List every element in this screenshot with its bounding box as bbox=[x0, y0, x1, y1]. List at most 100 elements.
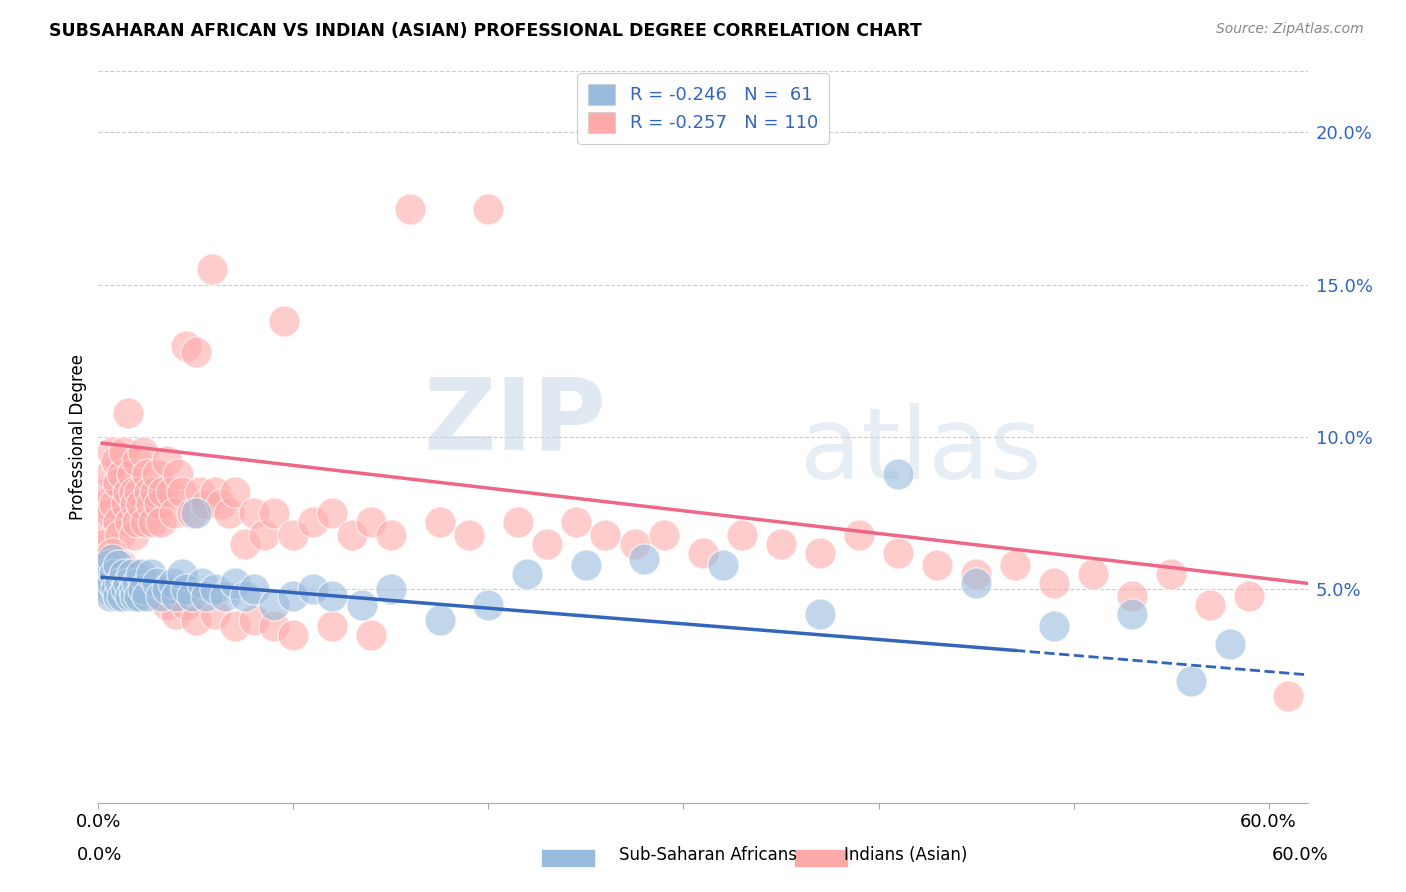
Point bbox=[360, 628, 382, 642]
Point bbox=[101, 546, 124, 560]
Point bbox=[302, 582, 325, 597]
Point bbox=[458, 527, 481, 541]
Point bbox=[97, 558, 120, 573]
Point bbox=[124, 497, 146, 511]
Point bbox=[97, 582, 120, 597]
Point bbox=[204, 485, 226, 500]
Point bbox=[163, 506, 186, 520]
Point bbox=[595, 527, 617, 541]
Point bbox=[162, 576, 184, 591]
Point bbox=[146, 576, 169, 591]
Point bbox=[243, 613, 266, 627]
Point bbox=[107, 475, 129, 490]
Text: atlas: atlas bbox=[800, 403, 1042, 500]
Point bbox=[104, 582, 127, 597]
Point bbox=[139, 497, 162, 511]
Point bbox=[174, 338, 197, 352]
Point bbox=[117, 576, 139, 591]
Point bbox=[204, 607, 226, 621]
Point bbox=[114, 582, 136, 597]
Point bbox=[128, 485, 150, 500]
Point bbox=[98, 467, 121, 481]
Point bbox=[1180, 673, 1202, 688]
Text: Indians (Asian): Indians (Asian) bbox=[844, 846, 967, 863]
Point bbox=[263, 619, 285, 633]
Point bbox=[134, 516, 156, 530]
Point bbox=[184, 506, 207, 520]
Point bbox=[769, 537, 792, 551]
Point bbox=[121, 467, 143, 481]
Point bbox=[263, 506, 285, 520]
Point bbox=[117, 576, 139, 591]
Point bbox=[224, 576, 246, 591]
Point bbox=[118, 589, 141, 603]
Point bbox=[148, 497, 170, 511]
Point bbox=[925, 558, 948, 573]
Point bbox=[146, 589, 169, 603]
Point bbox=[191, 576, 214, 591]
Point bbox=[107, 516, 129, 530]
Point bbox=[128, 589, 150, 603]
Point bbox=[114, 497, 136, 511]
Text: ZIP: ZIP bbox=[423, 374, 606, 471]
Point bbox=[224, 619, 246, 633]
Point bbox=[1121, 607, 1143, 621]
Point bbox=[1004, 558, 1026, 573]
Point bbox=[136, 589, 159, 603]
Point bbox=[506, 516, 529, 530]
Point bbox=[1199, 598, 1222, 612]
Point bbox=[101, 445, 124, 459]
Point bbox=[200, 262, 222, 277]
Point bbox=[204, 582, 226, 597]
Point bbox=[477, 598, 499, 612]
Point bbox=[149, 589, 172, 603]
Point bbox=[112, 567, 135, 582]
Point bbox=[575, 558, 598, 573]
Point bbox=[131, 567, 153, 582]
Point bbox=[93, 537, 115, 551]
Point bbox=[623, 537, 645, 551]
Point bbox=[1160, 567, 1182, 582]
Point bbox=[103, 497, 125, 511]
Point bbox=[124, 589, 146, 603]
Point bbox=[965, 576, 987, 591]
Point bbox=[214, 589, 236, 603]
Point bbox=[111, 558, 134, 573]
Point bbox=[380, 582, 402, 597]
Point bbox=[321, 506, 343, 520]
Point bbox=[117, 406, 139, 420]
Point bbox=[808, 607, 831, 621]
Point bbox=[122, 527, 145, 541]
Point bbox=[181, 589, 204, 603]
Point bbox=[273, 314, 295, 328]
Point bbox=[174, 582, 197, 597]
Point bbox=[174, 598, 197, 612]
Point bbox=[91, 521, 114, 535]
Point bbox=[536, 537, 558, 551]
Point bbox=[692, 546, 714, 560]
Point bbox=[146, 467, 169, 481]
Point bbox=[1237, 589, 1260, 603]
Point bbox=[132, 582, 155, 597]
Point bbox=[112, 445, 135, 459]
Point bbox=[321, 589, 343, 603]
Point bbox=[98, 506, 121, 520]
Point bbox=[149, 516, 172, 530]
Point bbox=[97, 558, 120, 573]
Point bbox=[184, 344, 207, 359]
Point bbox=[1043, 619, 1066, 633]
Point bbox=[156, 454, 179, 468]
Text: 60.0%: 60.0% bbox=[1272, 846, 1329, 863]
Point bbox=[172, 567, 194, 582]
Point bbox=[218, 506, 240, 520]
Point bbox=[104, 567, 127, 582]
Point bbox=[1277, 689, 1299, 703]
Point bbox=[1219, 637, 1241, 651]
Point bbox=[165, 607, 187, 621]
Point bbox=[652, 527, 675, 541]
Point bbox=[143, 485, 166, 500]
Point bbox=[136, 576, 159, 591]
Point bbox=[302, 516, 325, 530]
Point bbox=[122, 567, 145, 582]
Text: 0.0%: 0.0% bbox=[77, 846, 122, 863]
